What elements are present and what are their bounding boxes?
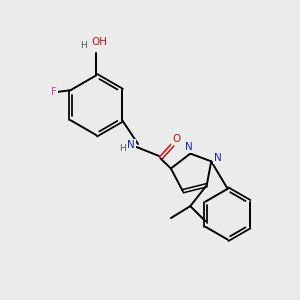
Text: H: H (119, 144, 126, 153)
Text: OH: OH (92, 37, 108, 46)
Text: N: N (214, 153, 222, 163)
Text: N: N (185, 142, 193, 152)
Text: H: H (80, 41, 87, 50)
Text: N: N (127, 140, 135, 150)
Text: O: O (172, 134, 180, 144)
Text: F: F (51, 87, 57, 97)
